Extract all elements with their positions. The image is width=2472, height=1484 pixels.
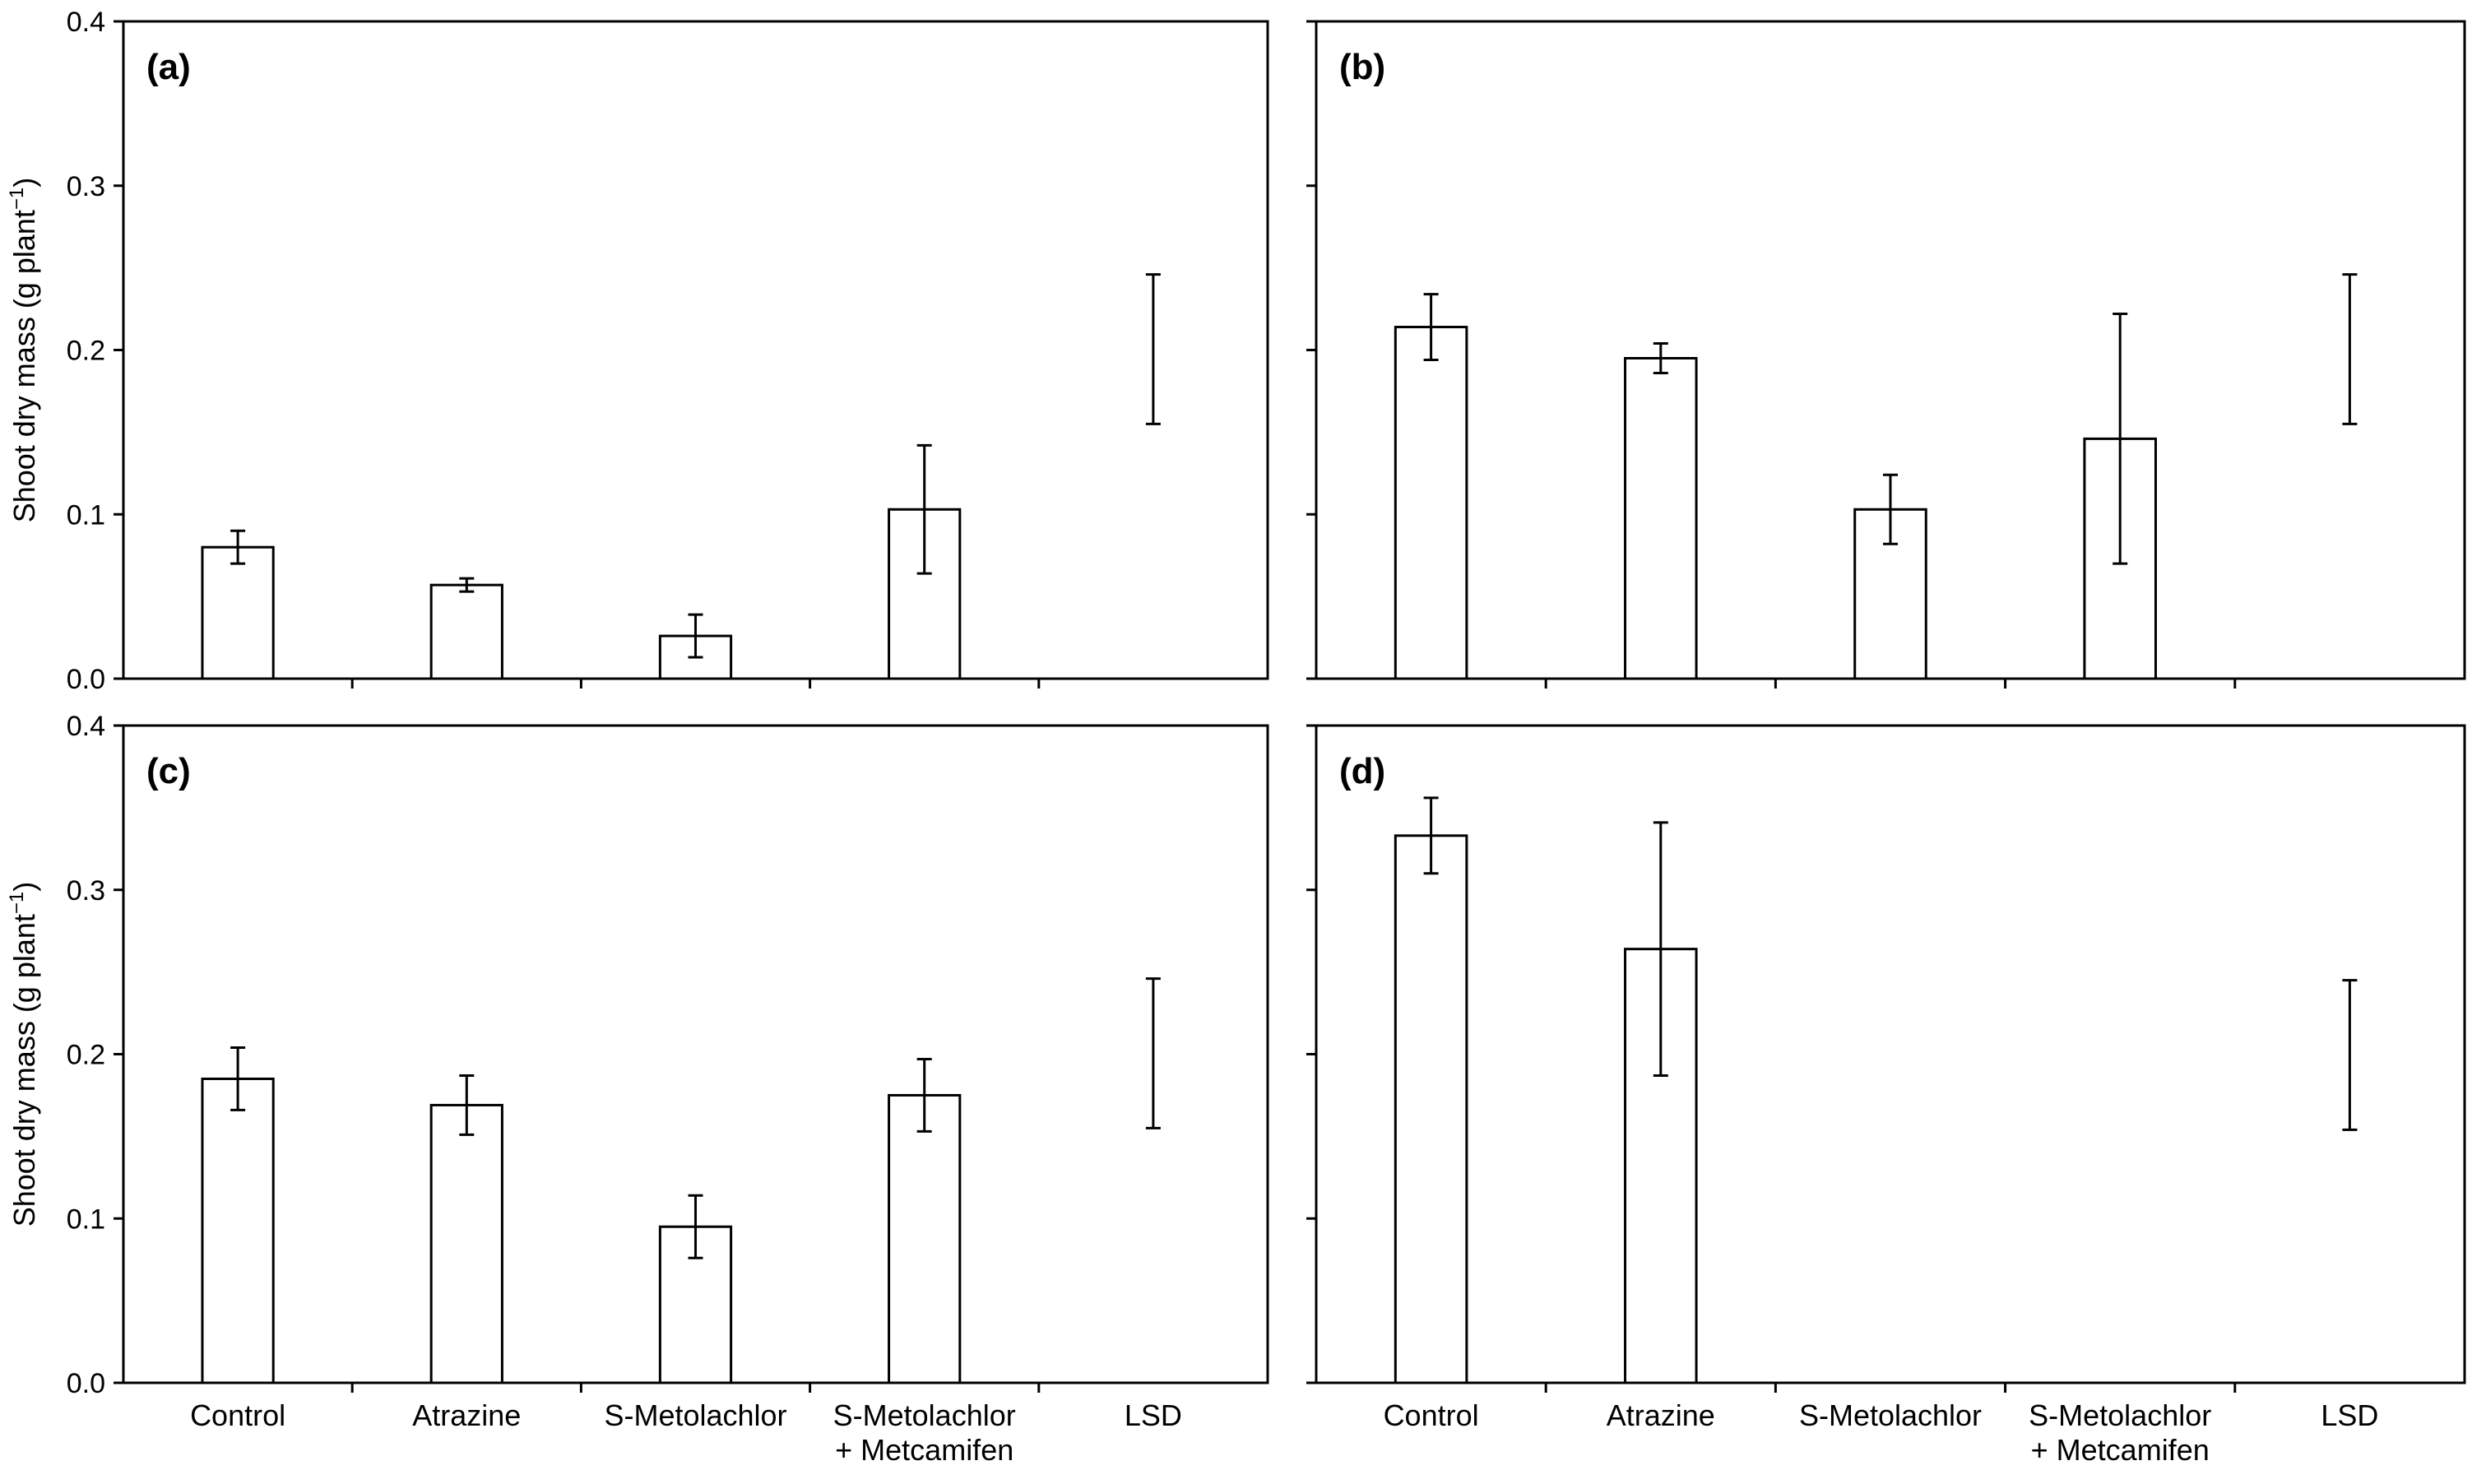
- category-label: S-Metolachlor: [604, 1398, 786, 1432]
- y-axis-title: Shoot dry mass (g plant−1): [6, 178, 41, 523]
- bar: [1853, 508, 1927, 680]
- panel-label: (c): [146, 751, 191, 791]
- panel-label: (b): [1339, 47, 1385, 87]
- y-tick-label: 0.2: [67, 1040, 105, 1071]
- y-tick-label: 0.1: [67, 1203, 105, 1235]
- category-label: LSD: [2321, 1398, 2378, 1432]
- y-tick-label: 0.4: [67, 7, 105, 38]
- y-tick-label: 0.1: [67, 499, 105, 531]
- panel-b: (b): [1306, 20, 2466, 689]
- bar: [888, 1093, 962, 1384]
- category-label: LSD: [1125, 1398, 1182, 1432]
- category-label: S-Metolachlor + Metcamifen: [2029, 1398, 2211, 1467]
- category-label: Control: [1384, 1398, 1479, 1432]
- bar: [1624, 356, 1698, 680]
- panel-c: 0.0 0.1 0.2 0.3 0.4 (c) Control Atrazine S-Metol…: [6, 711, 1269, 1467]
- category-label: Atrazine: [1607, 1398, 1715, 1432]
- bar: [1394, 834, 1468, 1384]
- bar: [429, 583, 503, 680]
- panel-a: 0.0 0.1 0.2 0.3 0.4 (a) Shoot dry mass (g plan…: [6, 7, 1269, 695]
- bar: [1394, 326, 1468, 680]
- panel-label: (a): [146, 47, 191, 87]
- plot-frame: [122, 20, 1269, 680]
- y-tick-label: 0.3: [67, 875, 105, 907]
- bar: [429, 1103, 503, 1384]
- category-label: Atrazine: [412, 1398, 521, 1432]
- category-label: Control: [190, 1398, 285, 1432]
- category-label: S-Metolachlor + Metcamifen: [833, 1398, 1016, 1467]
- y-tick-label: 0.4: [67, 711, 105, 742]
- y-tick-label: 0.3: [67, 171, 105, 202]
- y-tick-label: 0.2: [67, 336, 105, 367]
- panel-label: (d): [1339, 751, 1385, 791]
- category-label: S-Metolachlor: [1799, 1398, 1982, 1432]
- plot-frame: [1315, 724, 2466, 1384]
- y-axis-title: Shoot dry mass (g plant−1): [6, 882, 41, 1227]
- y-tick-label: 0.0: [67, 1368, 105, 1399]
- bar: [201, 545, 275, 680]
- y-tick-label: 0.0: [67, 664, 105, 695]
- panel-d: (d) Control Atrazine S-Metolachlor S-Metolac…: [1306, 724, 2466, 1467]
- bar: [201, 1077, 275, 1384]
